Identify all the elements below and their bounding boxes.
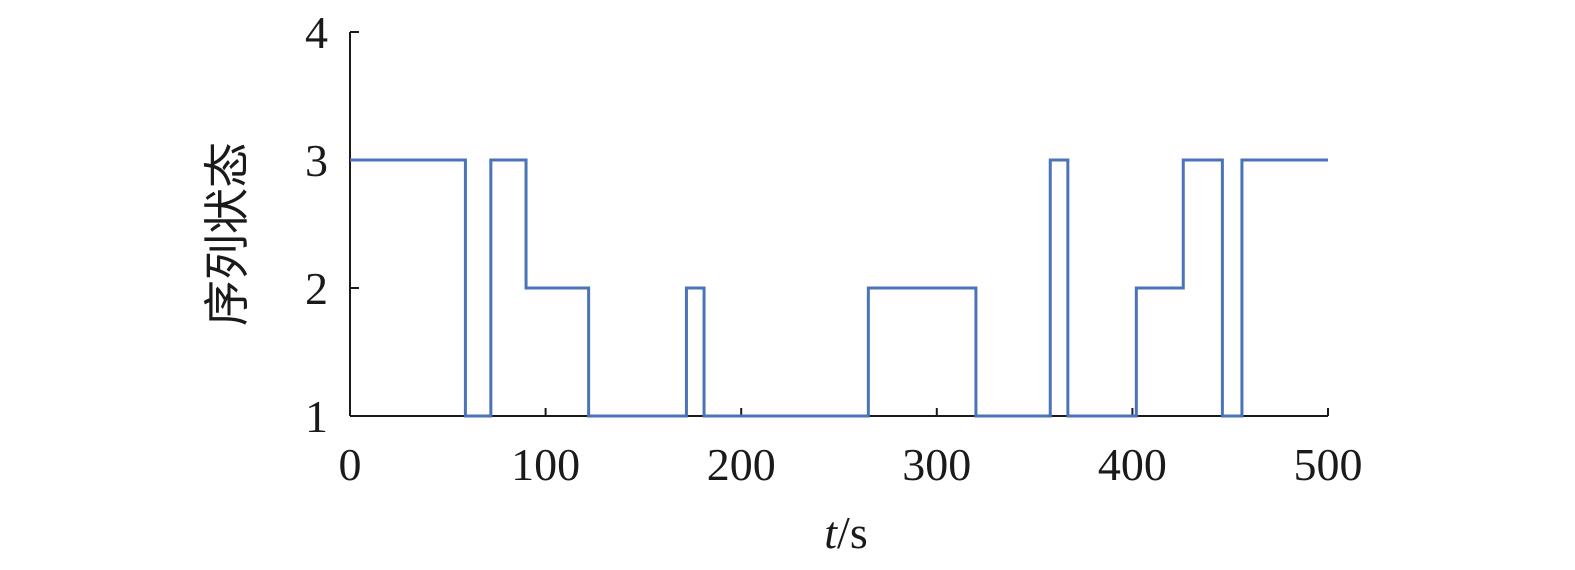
series-line bbox=[350, 158, 1328, 418]
x-axis-label-variable: t bbox=[824, 507, 838, 558]
x-axis-label-unit: /s bbox=[837, 507, 868, 558]
x-tick-label: 100 bbox=[511, 439, 580, 490]
x-tick-label: 200 bbox=[707, 439, 776, 490]
plot-area: 0 100 200 300 400 500 1 2 3 4 bbox=[305, 7, 1363, 490]
x-tick-label: 300 bbox=[902, 439, 971, 490]
x-tick-label: 400 bbox=[1098, 439, 1167, 490]
x-tick-label: 500 bbox=[1294, 439, 1363, 490]
y-tick-label: 1 bbox=[305, 391, 328, 442]
x-ticks: 0 100 200 300 400 500 bbox=[339, 408, 1363, 490]
x-tick-label: 0 bbox=[339, 439, 362, 490]
y-tick-label: 3 bbox=[305, 135, 328, 186]
x-axis-label: t/s bbox=[824, 507, 867, 558]
y-tick-label: 4 bbox=[305, 7, 328, 58]
y-tick-label: 2 bbox=[305, 263, 328, 314]
y-ticks: 1 2 3 4 bbox=[305, 7, 359, 442]
y-axis-label: 序列状态 bbox=[202, 142, 253, 326]
